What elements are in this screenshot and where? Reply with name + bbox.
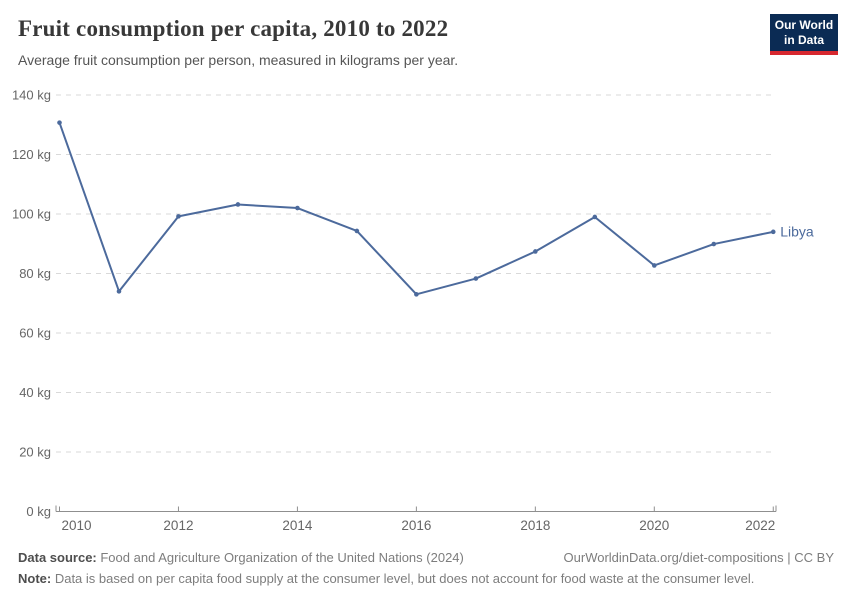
x-tick-label: 2010 bbox=[62, 518, 92, 533]
y-tick-label: 0 kg bbox=[26, 504, 51, 519]
data-point-marker bbox=[354, 228, 360, 234]
series-entity-label: Libya bbox=[780, 223, 814, 239]
series-line bbox=[58, 121, 775, 296]
data-point-marker bbox=[711, 241, 717, 247]
owid-logo-line1: Our World bbox=[774, 17, 834, 32]
x-tick-label: 2016 bbox=[401, 518, 431, 533]
data-point-marker bbox=[473, 276, 479, 281]
note-label: Note: bbox=[18, 571, 52, 586]
y-tick-label: 20 kg bbox=[19, 445, 51, 460]
x-tick-label: 2012 bbox=[163, 518, 193, 533]
chart-subtitle: Average fruit consumption per person, me… bbox=[18, 52, 459, 68]
data-point-marker bbox=[652, 263, 657, 268]
y-tick-label: 40 kg bbox=[19, 385, 51, 400]
line-chart-plot: 0 kg 20 kg 40 kg 60 kg 80 kg 100 kg 120 kg 140 … bbox=[12, 88, 814, 534]
data-point-marker bbox=[295, 205, 300, 211]
data-point-marker bbox=[414, 292, 419, 297]
data-point-marker bbox=[57, 120, 62, 125]
y-tick-label: 140 kg bbox=[12, 88, 51, 103]
data-source-label: Data source: bbox=[18, 550, 97, 565]
x-tick-label: 2022 bbox=[745, 518, 775, 533]
data-point-marker bbox=[176, 214, 181, 219]
chart-footer: Data source: Food and Agriculture Organi… bbox=[18, 547, 834, 589]
footer-note-row: Note: Data is based on per capita food s… bbox=[18, 568, 834, 589]
x-tick-label: 2020 bbox=[639, 518, 669, 533]
owid-logo-line2: in Data bbox=[783, 32, 824, 47]
attribution-link: OurWorldinData.org/diet-compositions | C… bbox=[563, 550, 834, 565]
data-point-marker bbox=[116, 289, 122, 294]
data-source-line: Data source: Food and Agriculture Organi… bbox=[18, 550, 464, 565]
chart-title: Fruit consumption per capita, 2010 to 20… bbox=[18, 16, 449, 41]
data-point-marker bbox=[592, 214, 598, 220]
data-point-marker bbox=[235, 202, 241, 207]
data-point-marker bbox=[533, 249, 538, 254]
x-tick-label: 2014 bbox=[282, 518, 313, 533]
y-tick-label: 100 kg bbox=[12, 207, 51, 222]
note-text: Data is based on per capita food supply … bbox=[51, 571, 755, 586]
data-point-marker bbox=[770, 229, 776, 235]
owid-logo: Our World in Data bbox=[770, 14, 838, 55]
y-tick-label: 120 kg bbox=[12, 147, 51, 162]
data-source-text: Food and Agriculture Organization of the… bbox=[96, 550, 464, 565]
footer-source-row: Data source: Food and Agriculture Organi… bbox=[18, 547, 834, 568]
x-tick-label: 2018 bbox=[520, 518, 550, 533]
y-tick-label: 60 kg bbox=[19, 326, 51, 341]
y-tick-label: 80 kg bbox=[19, 266, 51, 281]
